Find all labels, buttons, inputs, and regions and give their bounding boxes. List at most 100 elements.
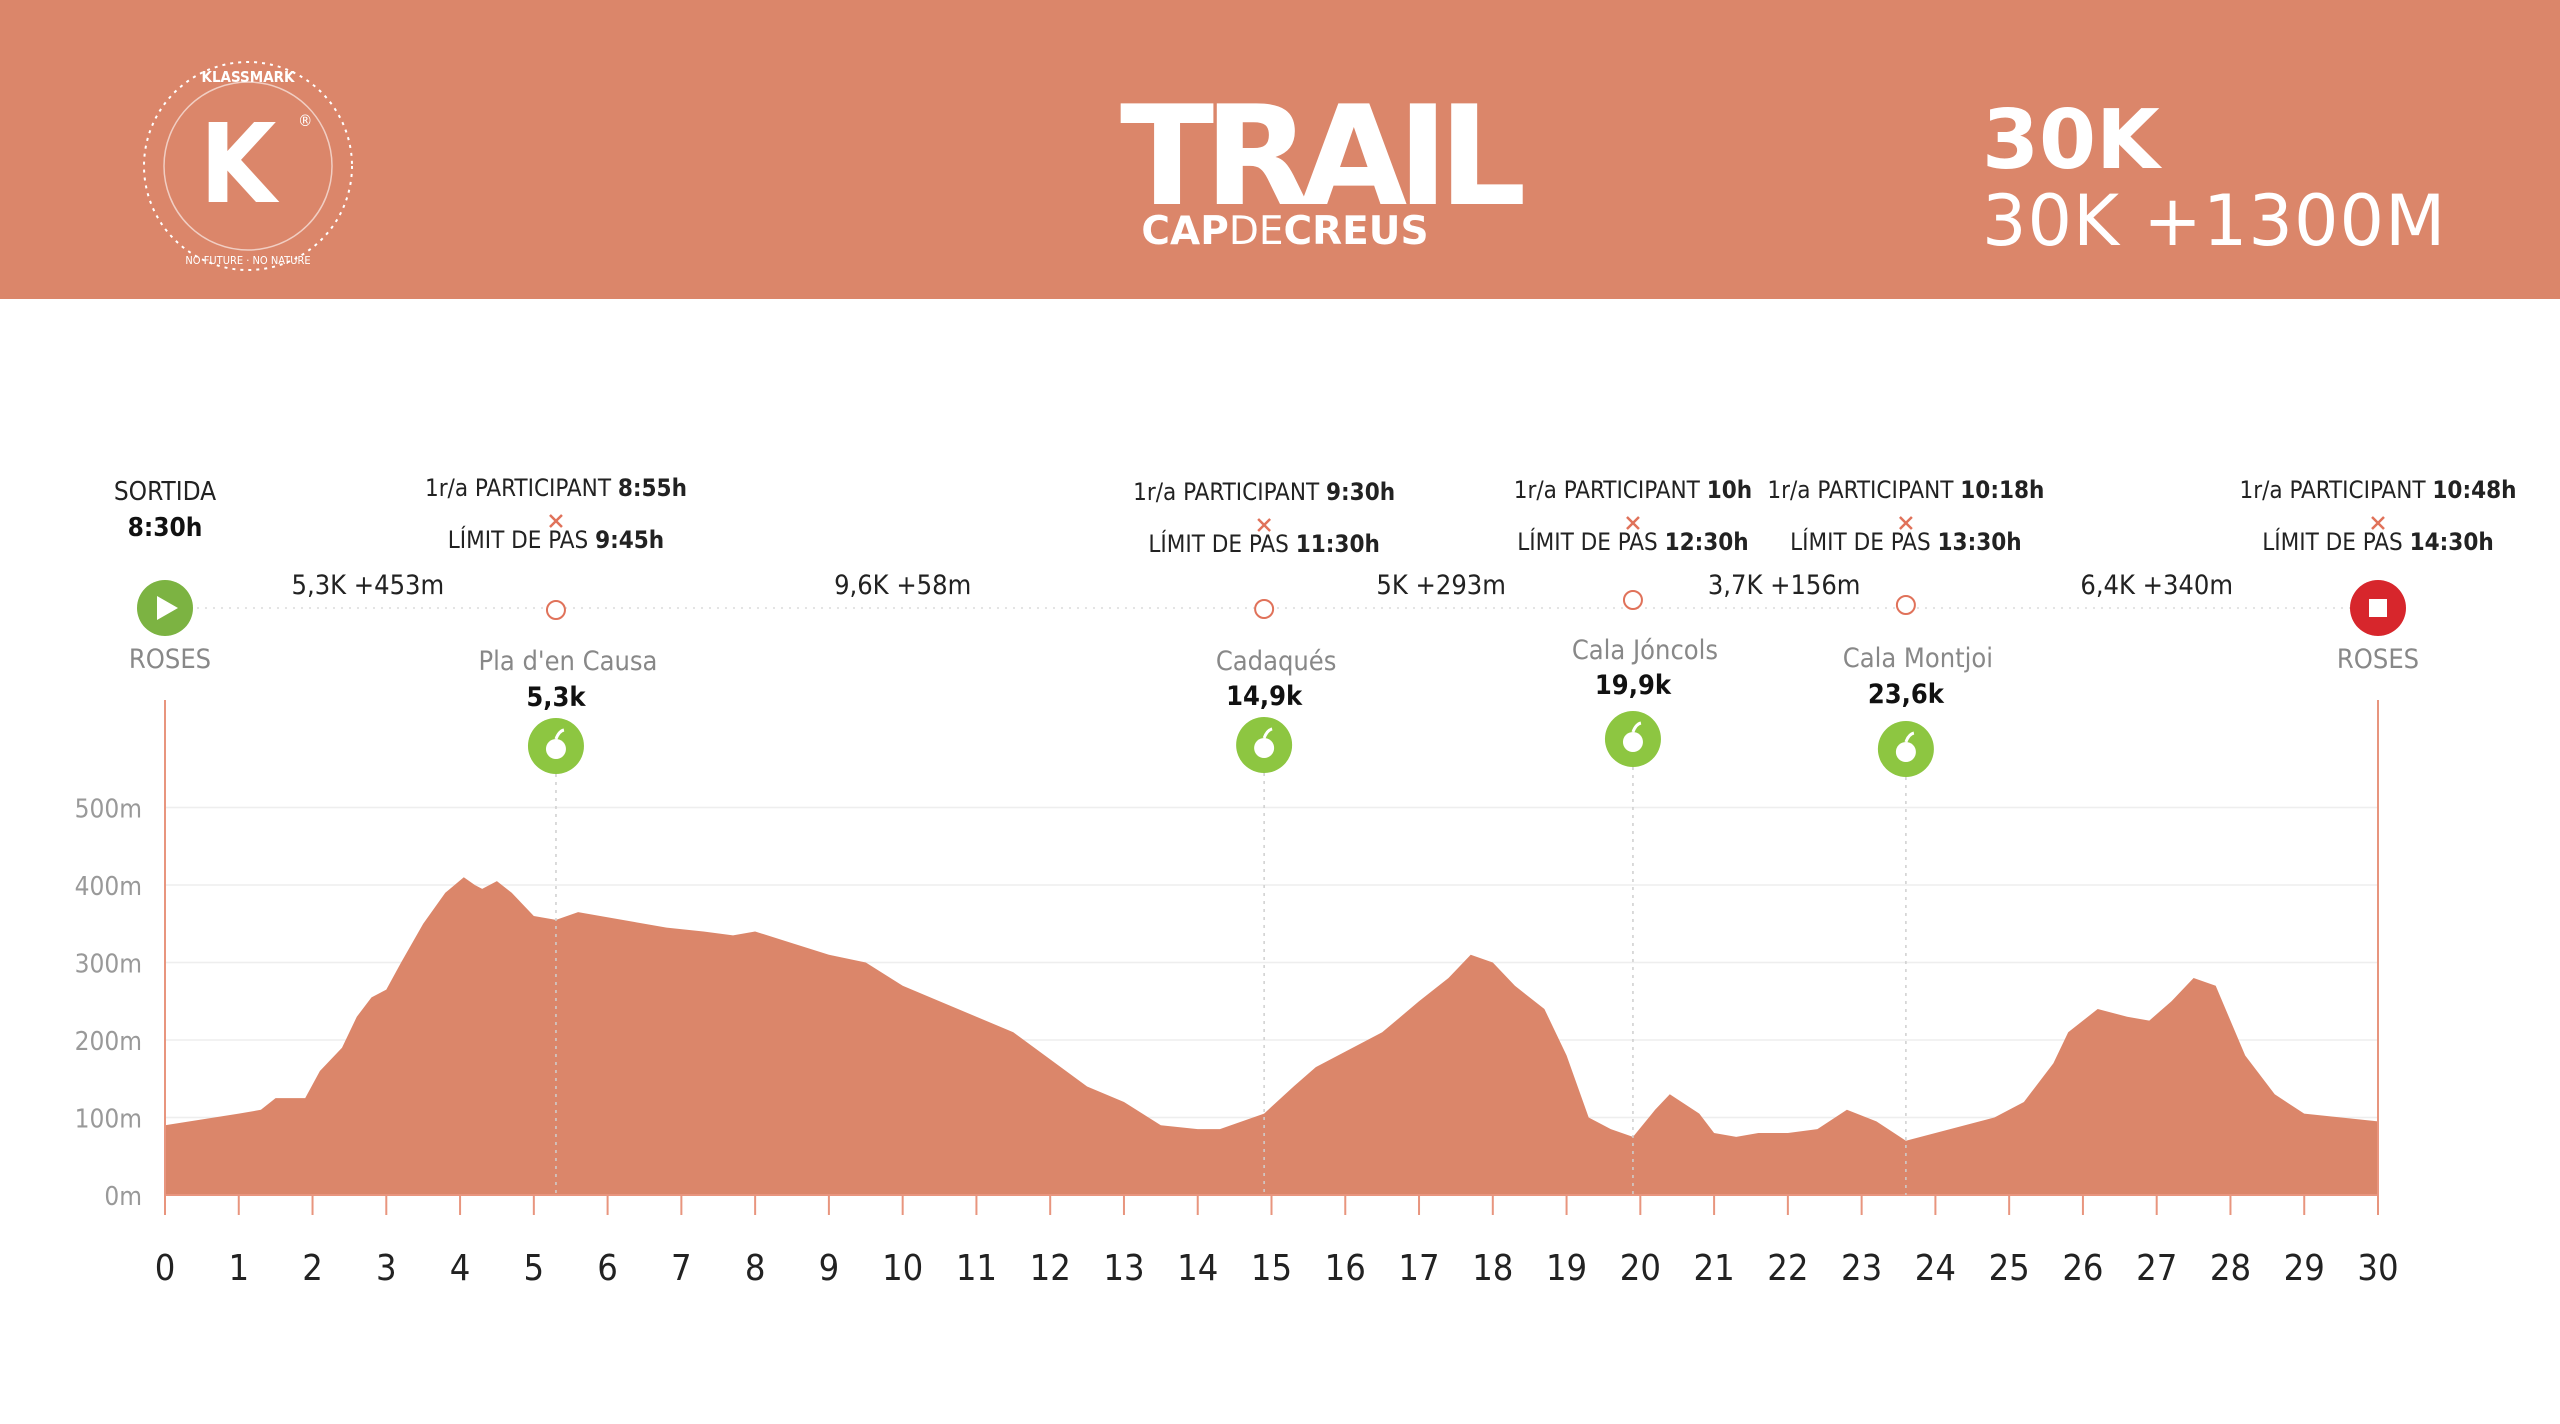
first-participant-text: 1r/a PARTICIPANT	[2239, 476, 2432, 504]
play-icon	[157, 596, 178, 620]
trail-subtitle: CAPDECREUS	[1120, 212, 1450, 251]
first-participant-text: 1r/a PARTICIPANT	[1767, 476, 1960, 504]
apple-leaf	[1262, 727, 1273, 739]
first-participant-label: 1r/a PARTICIPANT 10:18h	[1767, 476, 2044, 504]
elevation-area	[165, 877, 2378, 1195]
time-limit-text: LÍMIT DE PAS	[1517, 527, 1664, 556]
stop-icon	[2369, 599, 2387, 617]
x-tick-label: 24	[1915, 1248, 1956, 1289]
time-limit-text: LÍMIT DE PAS	[448, 525, 595, 554]
first-participant-text: 1r/a PARTICIPANT	[425, 474, 618, 502]
checkpoint-marker	[545, 600, 566, 620]
x-tick-label: 6	[597, 1248, 618, 1289]
y-tick-label: 100m	[75, 1105, 142, 1135]
start-label: SORTIDA	[114, 477, 216, 507]
subtitle-creus: CREUS	[1283, 209, 1429, 254]
y-tick-label: 500m	[75, 795, 142, 825]
x-tick-label: 11	[956, 1248, 997, 1289]
time-limit-text: LÍMIT DE PAS	[2262, 527, 2409, 556]
first-participant-label: 1r/a PARTICIPANT 9:30h	[1133, 478, 1395, 506]
x-tick-label: 1	[228, 1248, 249, 1289]
segment-label: 3,7K +156m	[1708, 570, 1861, 601]
x-tick-label: 8	[745, 1248, 766, 1289]
x-tick-label: 29	[2284, 1248, 2325, 1289]
checkpoint-km: 23,6k	[1868, 679, 1945, 710]
registered-mark: ®	[298, 111, 312, 130]
x-tick-label: 21	[1693, 1248, 1734, 1289]
checkpoint-place: Cala Montjoi	[1843, 643, 1993, 674]
y-tick-label: 0m	[104, 1182, 142, 1212]
first-participant-time: 8:55h	[618, 474, 687, 502]
checkpoint-km: 5,3k	[526, 682, 586, 713]
x-tick-label: 20	[1620, 1248, 1661, 1289]
x-tick-label: 18	[1472, 1248, 1513, 1289]
x-tick-label: 25	[1989, 1248, 2030, 1289]
time-limit-time: 12:30h	[1665, 528, 1749, 556]
first-participant-label: 1r/a PARTICIPANT 8:55h	[425, 474, 687, 502]
apple-leaf	[554, 728, 565, 740]
x-tick-label: 27	[2136, 1248, 2177, 1289]
race-distance: 30K	[1982, 93, 2160, 188]
first-participant-time: 10h	[1707, 476, 1752, 504]
checkpoint-place: Pla d'en Causa	[478, 646, 657, 677]
x-tick-label: 14	[1177, 1248, 1218, 1289]
x-tick-label: 3	[376, 1248, 397, 1289]
first-participant-text: 1r/a PARTICIPANT	[1514, 476, 1707, 504]
start-time: 8:30h	[128, 513, 203, 543]
subtitle-de: DE	[1228, 209, 1284, 254]
apple-leaf	[1904, 731, 1915, 743]
first-participant-label: 1r/a PARTICIPANT 10h	[1514, 476, 1752, 504]
logo-brand-text: KLASSMARK	[202, 68, 296, 86]
first-participant-text: 1r/a PARTICIPANT	[1133, 478, 1326, 506]
time-limit-time: 14:30h	[2410, 528, 2494, 556]
x-tick-label: 15	[1251, 1248, 1292, 1289]
apple-icon	[1895, 742, 1916, 762]
x-tick-label: 17	[1398, 1248, 1439, 1289]
time-limit-time: 9:45h	[595, 526, 664, 554]
cutoff-x-icon	[2371, 516, 2385, 530]
time-limit-text: LÍMIT DE PAS	[1790, 527, 1937, 556]
apple-icon	[1622, 732, 1643, 752]
checkpoint-marker	[1254, 599, 1275, 619]
first-participant-time: 9:30h	[1326, 478, 1395, 506]
checkpoint-place: ROSES	[2337, 644, 2419, 675]
x-tick-label: 5	[524, 1248, 545, 1289]
cutoff-x-icon	[549, 514, 563, 528]
x-tick-label: 2	[302, 1248, 323, 1289]
time-limit-label: LÍMIT DE PAS 14:30h	[2262, 527, 2493, 556]
y-tick-label: 200m	[75, 1027, 142, 1057]
x-tick-label: 9	[819, 1248, 840, 1289]
first-participant-time: 10:18h	[1960, 476, 2044, 504]
segment-label: 9,6K +58m	[834, 570, 971, 601]
x-tick-label: 28	[2210, 1248, 2251, 1289]
x-tick-label: 16	[1325, 1248, 1366, 1289]
klassmark-logo: KLASSMARK NO FUTURE · NO NATURE K ®	[143, 61, 353, 271]
x-tick-label: 26	[2062, 1248, 2103, 1289]
time-limit-label: LÍMIT DE PAS 12:30h	[1517, 527, 1748, 556]
checkpoint-km: 19,9k	[1595, 670, 1672, 701]
x-tick-label: 30	[2357, 1248, 2398, 1289]
race-distance-elevation: 30K +1300M	[1982, 180, 2447, 262]
checkpoint-place: Cala Jóncols	[1572, 635, 1718, 666]
apple-icon	[545, 739, 566, 759]
logo-letter: K	[200, 100, 280, 228]
x-tick-label: 7	[671, 1248, 692, 1289]
segment-label: 6,4K +340m	[2080, 570, 2233, 601]
first-participant-time: 10:48h	[2432, 476, 2516, 504]
checkpoint-place: Cadaqués	[1216, 646, 1337, 677]
apple-icon	[1254, 738, 1275, 758]
checkpoint-place: ROSES	[129, 644, 211, 675]
checkpoint-marker	[1895, 595, 1916, 615]
time-limit-text: LÍMIT DE PAS	[1148, 529, 1295, 558]
subtitle-cap: CAP	[1141, 209, 1229, 254]
x-tick-label: 19	[1546, 1248, 1587, 1289]
time-limit-time: 13:30h	[1938, 528, 2022, 556]
cutoff-x-icon	[1257, 518, 1272, 532]
time-limit-label: LÍMIT DE PAS 13:30h	[1790, 527, 2021, 556]
time-limit-label: LÍMIT DE PAS 11:30h	[1148, 529, 1379, 558]
x-tick-label: 12	[1030, 1248, 1071, 1289]
checkpoint-km: 14,9k	[1226, 681, 1303, 712]
x-tick-label: 4	[450, 1248, 471, 1289]
segment-label: 5K +293m	[1376, 570, 1505, 601]
checkpoint-marker	[1622, 590, 1643, 610]
